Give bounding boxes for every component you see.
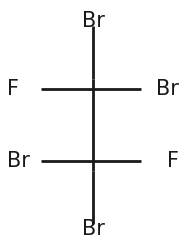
Text: Br: Br	[156, 79, 179, 99]
Text: F: F	[7, 79, 20, 99]
Text: Br: Br	[7, 151, 30, 171]
Text: Br: Br	[82, 11, 104, 31]
Text: Br: Br	[82, 219, 104, 239]
Text: F: F	[166, 151, 179, 171]
